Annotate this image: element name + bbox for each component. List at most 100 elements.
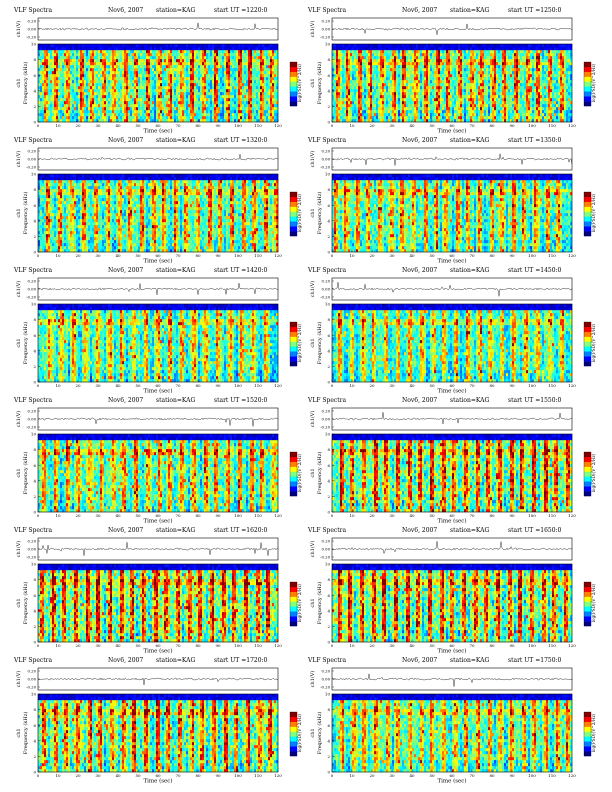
spectrogram-cell (80, 71, 83, 75)
spectrogram-cell (436, 89, 439, 93)
spectrogram-cell (432, 53, 435, 57)
spectrogram-cell (104, 68, 107, 72)
spectrogram-cell (266, 68, 269, 72)
spectrogram-cell (134, 71, 137, 75)
spectrogram-cell (64, 44, 67, 48)
spectrogram-cell (140, 104, 143, 108)
spectrogram-cell (222, 83, 225, 87)
spectrogram-cell (110, 98, 113, 102)
spectrogram-cell (400, 65, 403, 69)
spectrogram-cell (458, 119, 461, 123)
spectrogram-cell (364, 83, 367, 87)
spectrogram-cell (170, 92, 173, 96)
spectrogram-cell (158, 44, 161, 48)
spectrogram-cell (380, 80, 383, 84)
spectrogram-cell (244, 119, 247, 123)
spectrogram-cell (332, 80, 335, 84)
spectrogram-cell (64, 59, 67, 63)
spectrogram-cell (102, 62, 105, 66)
spectrogram-cell (184, 44, 187, 48)
spectrogram-cell (54, 83, 57, 87)
spectrogram-cell (160, 68, 163, 72)
spectrogram-cell (450, 113, 453, 117)
spectrogram-cell (212, 119, 215, 123)
panel-start-time: start UT =1250:0 (508, 7, 561, 14)
spectrogram-cell (388, 116, 391, 120)
spectrogram-cell (380, 47, 383, 51)
spectrogram-cell (154, 95, 157, 99)
spectrogram-cell (450, 74, 453, 78)
spectrogram-cell (464, 62, 467, 66)
spectrogram-cell (260, 107, 263, 111)
spectrogram-cell (444, 98, 447, 102)
spectrogram-cell (180, 89, 183, 93)
spectrogram-cell (50, 68, 53, 72)
spectrogram-cell (352, 47, 355, 51)
spectrogram-cell (354, 53, 357, 57)
spectrogram-cell (84, 89, 87, 93)
spectrogram-cell (458, 110, 461, 114)
spectrogram-cell (52, 92, 55, 96)
spectrogram-cell (96, 62, 99, 66)
spectrogram-cell (86, 65, 89, 69)
spectrogram-cell (128, 44, 131, 48)
spectrogram-cell (124, 119, 127, 123)
spectrogram-cell (88, 71, 91, 75)
spectrogram-cell (154, 62, 157, 66)
spectrogram-cell (462, 56, 465, 60)
spectrogram-cell (250, 110, 253, 114)
panel-station: station=KAG (450, 7, 489, 14)
spectrogram-cell (158, 47, 161, 51)
spectrogram-cell (38, 86, 41, 90)
spectrogram-cell (248, 113, 251, 117)
spectrogram-cell (116, 98, 119, 102)
spectrogram-cell (162, 44, 165, 48)
spectrogram-cell (228, 119, 231, 123)
spectrogram-cell (238, 68, 241, 72)
spectrogram-cell (274, 56, 277, 60)
spectrogram-cell (202, 107, 205, 111)
spectrogram-cell (390, 68, 393, 72)
spectrogram-cell (54, 59, 57, 63)
spectrogram-cell (378, 101, 381, 105)
spectrogram-cell (50, 110, 53, 114)
spectrogram-cell (234, 113, 237, 117)
spectrogram-cell (254, 107, 257, 111)
spectrogram-cell (228, 86, 231, 90)
spectrogram-cell (154, 50, 157, 54)
spectrogram-cell (140, 98, 143, 102)
spectrogram-cell (54, 110, 57, 114)
spectrogram-cell (348, 110, 351, 114)
spectrogram-cell (268, 56, 271, 60)
spectrogram-cell (96, 77, 99, 81)
spectrogram-cell (50, 83, 53, 87)
spectrogram-cell (76, 92, 79, 96)
spectrogram-cell (446, 83, 449, 87)
spectrogram-cell (208, 113, 211, 117)
spectrogram-cell (118, 101, 121, 105)
spectrogram-cell (342, 107, 345, 111)
spectrogram-cell (460, 53, 463, 57)
spectrogram-cell (158, 59, 161, 63)
spectrogram-cell (56, 119, 59, 123)
spectrogram-cell (222, 104, 225, 108)
spectrogram-cell (54, 92, 57, 96)
spectrogram-cell (270, 71, 273, 75)
spectrogram-cell (38, 119, 41, 123)
spectrogram-cell (440, 62, 443, 66)
spectrogram-cell (196, 104, 199, 108)
spectrogram-cell (166, 77, 169, 81)
spectrogram-cell (74, 107, 77, 111)
spectrogram-cell (154, 113, 157, 117)
spectrogram-cell (424, 62, 427, 66)
spectrogram-cell (94, 95, 97, 99)
spectrogram-cell (388, 50, 391, 54)
spectrogram-cell (364, 50, 367, 54)
spectrogram-cell (426, 86, 429, 90)
spectrogram-cell (448, 110, 451, 114)
spectrogram-cell (200, 56, 203, 60)
spectrogram-cell (370, 86, 373, 90)
spectrogram-cell (156, 56, 159, 60)
spectrogram-cell (426, 44, 429, 48)
spectrogram-cell (212, 71, 215, 75)
